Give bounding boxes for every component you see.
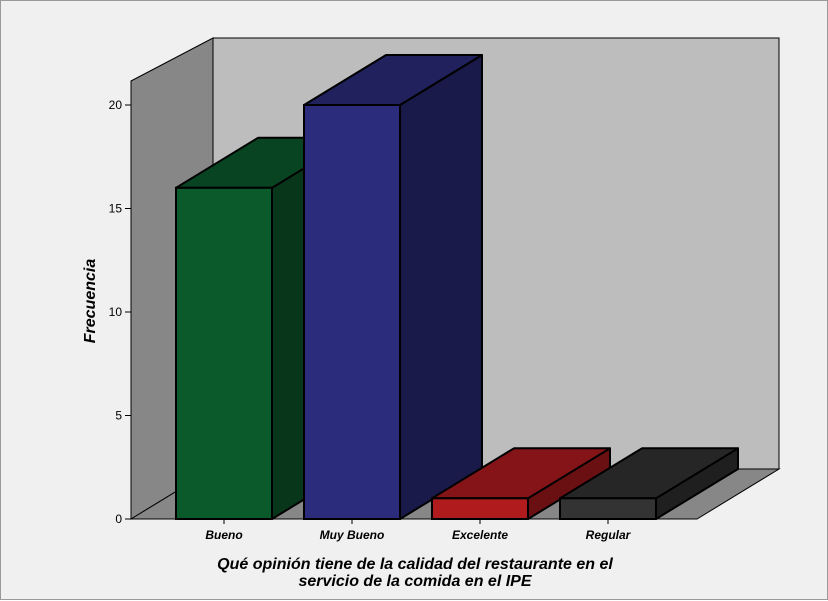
y-tick-label: 5 (115, 409, 122, 423)
x-tick-label: Muy Bueno (320, 528, 385, 542)
bar-regular (559, 447, 739, 520)
y-axis-title: Frecuencia (82, 259, 99, 344)
y-tick-label: 15 (109, 202, 123, 216)
x-tick-label: Bueno (205, 528, 242, 542)
x-axis-title-line-2: servicio de la comida en el IPE (299, 573, 533, 590)
category-labels: Bueno Muy Bueno Excelente Regular (205, 519, 632, 542)
x-tick-label: Regular (586, 528, 632, 542)
bar-front-face (559, 497, 657, 520)
bar-side-face (399, 54, 483, 520)
x-axis-title-line-1: Qué opinión tiene de la calidad del rest… (217, 556, 613, 573)
y-tick-label: 20 (109, 98, 123, 112)
y-tick-label: 0 (115, 512, 122, 526)
x-tick-label: Excelente (452, 528, 508, 542)
bar-front-face (431, 497, 529, 520)
y-tick-label: 10 (109, 305, 123, 319)
bar-muy-bueno (303, 54, 483, 520)
bar-front-face (175, 186, 273, 521)
y-axis: 0 5 10 15 20 (109, 81, 132, 526)
bar-front-face (303, 104, 401, 520)
